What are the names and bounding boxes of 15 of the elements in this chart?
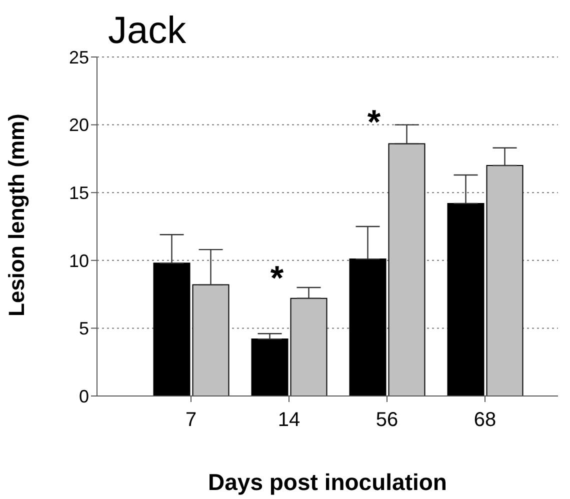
chart-title: Jack <box>108 10 186 53</box>
annotation: * <box>367 104 381 142</box>
y-tick-label: 25 <box>68 47 89 68</box>
x-tick-label: 7 <box>185 409 197 432</box>
y-tick-label: 20 <box>68 115 89 136</box>
x-tick-label: 56 <box>376 409 398 432</box>
y-axis-title: Lesion length (mm) <box>4 114 29 316</box>
y-tick-label: 15 <box>68 182 89 203</box>
x-tick-label: 68 <box>474 409 496 432</box>
y-tick-label: 0 <box>78 386 89 406</box>
x-tick-label: 14 <box>278 409 300 432</box>
x-axis-title: Days post inoculation <box>208 469 447 495</box>
y-tick-label: 10 <box>68 250 89 271</box>
annotation: * <box>270 260 284 298</box>
y-tick-label: 5 <box>78 318 89 339</box>
